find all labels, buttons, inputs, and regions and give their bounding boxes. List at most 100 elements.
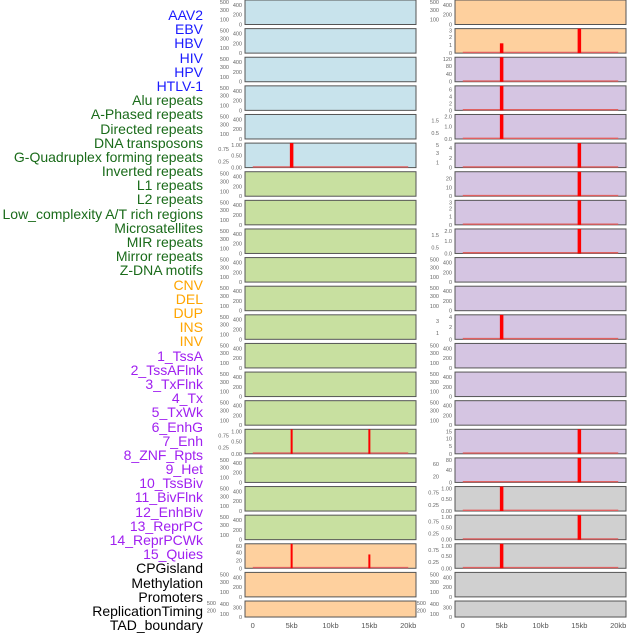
x-tick-label: 10kb (322, 621, 338, 630)
y-tick-label: 100 (220, 75, 229, 81)
y-tick-label: 400 (443, 346, 452, 352)
y-tick-label: 0 (449, 51, 452, 57)
track-panel (244, 0, 417, 25)
y-tick-label: 200 (233, 242, 242, 248)
x-tick-label: 15kb (571, 621, 587, 630)
y-tick-label: 0 (449, 452, 452, 458)
data-bar (499, 57, 504, 82)
x-tick-label: 15kb (361, 621, 377, 630)
y-tick-label: 200 (233, 328, 242, 334)
y-tick-label: 0.00 (441, 566, 452, 572)
y-tick-label: 400 (430, 602, 439, 608)
y-tick-label: 300 (233, 605, 242, 611)
y-tick-label: 400 (233, 346, 242, 352)
track-panel (244, 56, 417, 83)
track-labels: AAV2 EBV HBV HIV HPV HTLV-1 Alu repeats A-Phase… (0, 0, 204, 632)
y-tick-label: 0.75 (428, 519, 439, 525)
data-bar (290, 543, 293, 569)
y-tick-label: 300 (220, 380, 229, 386)
track-label: Microsatellites (114, 219, 203, 236)
track-panel (454, 199, 627, 226)
track-panel (454, 600, 627, 618)
track-panel (454, 486, 627, 512)
y-tick-label: 400 (443, 260, 452, 266)
track-panel (244, 257, 417, 283)
track-label: 10_TssBiv (139, 475, 203, 492)
y-tick-label: 40 (446, 468, 452, 474)
y-tick-label: 0.00 (231, 452, 242, 458)
y-tick-label: 2 (449, 156, 452, 162)
track-label: 5_TxWk (151, 404, 203, 421)
y-tick-label: 300 (430, 294, 439, 300)
y-tick-label: 300 (430, 8, 439, 14)
track-label: 1_TssA (157, 347, 203, 364)
y-tick-label: 0.25 (428, 503, 439, 509)
y-tick-label: 20 (446, 177, 452, 183)
y-tick-label: 300 (220, 523, 229, 529)
y-tick-label: 1.00 (231, 143, 242, 149)
y-tick-label: 1.00 (441, 515, 452, 521)
track-panel (454, 514, 627, 541)
track-label: HPV (174, 63, 203, 80)
y-tick-label: 1.5 (431, 233, 439, 239)
y-tick-label: 100 (430, 612, 439, 618)
x-tick-label: 0 (461, 621, 465, 630)
y-tick-label: 1.0 (444, 239, 452, 245)
y-tick-label: 100 (220, 533, 229, 539)
track-label: CNV (173, 276, 203, 293)
track-label: A-Phased repeats (90, 106, 203, 123)
y-tick-label: 100 (220, 418, 229, 424)
y-tick-label: 400 (233, 60, 242, 66)
y-tick-label: 100 (220, 275, 229, 281)
y-tick-label: 500 (207, 601, 216, 607)
y-tick-label: 0 (239, 615, 242, 621)
y-tick-label: 500 (430, 572, 439, 578)
y-tick-label: 400 (443, 375, 452, 381)
data-bar (499, 114, 504, 139)
y-tick-label: 100 (220, 332, 229, 338)
y-tick-label: 40 (446, 72, 452, 78)
y-tick-label: 0.5 (431, 245, 439, 251)
y-tick-label: 100 (220, 46, 229, 52)
y-tick-label: 0 (239, 509, 242, 515)
track-label: Mirror repeats (115, 248, 203, 265)
y-tick-label: 200 (417, 609, 426, 615)
track-panel (454, 371, 627, 398)
data-bar (368, 554, 371, 569)
y-tick-label: 500 (417, 601, 426, 607)
y-tick-label: 500 (220, 258, 229, 264)
data-bar (499, 43, 504, 54)
track-panel (454, 314, 627, 340)
y-tick-label: 300 (220, 65, 229, 71)
track-panel (244, 85, 417, 111)
y-tick-label: 200 (233, 413, 242, 419)
track-label: 6_EnhG (151, 418, 203, 435)
track-panel (454, 56, 627, 83)
y-tick-label: 0 (239, 423, 242, 429)
track-panel (454, 257, 627, 283)
y-tick-label: 200 (233, 213, 242, 219)
y-tick-label: 0.00 (441, 538, 452, 544)
track-panel (454, 171, 627, 197)
track-label: 11_BivFlnk (134, 489, 203, 506)
y-tick-label: 300 (430, 580, 439, 586)
y-tick-label: 0 (239, 108, 242, 114)
y-tick-label: 40 (236, 550, 242, 556)
y-tick-label: 200 (233, 270, 242, 276)
y-tick-label: 0 (239, 309, 242, 315)
track-panel (454, 428, 627, 455)
y-tick-label: 300 (430, 351, 439, 357)
y-tick-label: 2 (449, 35, 452, 41)
y-tick-label: 0.25 (218, 159, 229, 165)
y-tick-label: 0.25 (428, 532, 439, 538)
y-tick-label: 100 (430, 590, 439, 596)
y-tick-label: 0 (239, 223, 242, 229)
track-label: Methylation (131, 574, 203, 591)
track-label: 3_TxFlnk (145, 375, 203, 392)
y-tick-label: 300 (220, 94, 229, 100)
y-tick-label: 3 (449, 200, 452, 206)
y-tick-label: 400 (233, 175, 242, 181)
y-tick-label: 300 (220, 208, 229, 214)
y-tick-label: 400 (443, 289, 452, 295)
track-label: DNA transposons (94, 134, 203, 151)
